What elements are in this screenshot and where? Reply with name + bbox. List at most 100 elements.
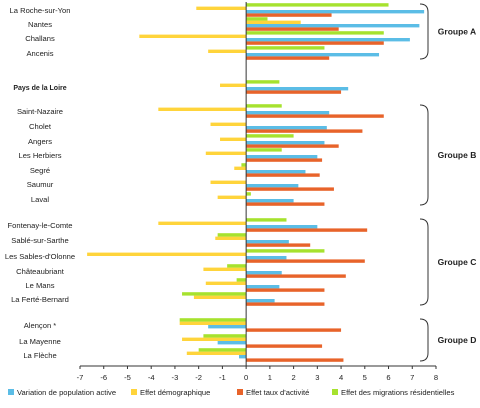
bar-3-7 bbox=[246, 134, 294, 138]
bar-0-1 bbox=[246, 24, 420, 28]
category-label-7: Angers bbox=[28, 137, 52, 146]
bar-0-19 bbox=[217, 341, 247, 345]
legend-label-2: Effet taux d'activité bbox=[246, 388, 309, 397]
legend-swatch-2 bbox=[237, 389, 243, 395]
category-label-18: Alençon * bbox=[24, 321, 57, 330]
bar-0-13 bbox=[246, 240, 289, 244]
category-label-13: Sablé-sur-Sarthe bbox=[11, 236, 68, 245]
legend-swatch-3 bbox=[332, 389, 338, 395]
bar-3-11 bbox=[246, 192, 251, 196]
bar-0-17 bbox=[246, 299, 275, 303]
bar-1-7 bbox=[220, 137, 247, 141]
bar-1-10 bbox=[210, 180, 247, 184]
bar-0-2 bbox=[246, 38, 410, 42]
category-label-14: Les Sables-d'Olonne bbox=[5, 252, 75, 261]
x-tick-label-4: -3 bbox=[172, 373, 179, 382]
bar-2-3 bbox=[246, 56, 330, 60]
category-label-16: Le Mans bbox=[25, 281, 54, 290]
group-bracket-3 bbox=[419, 318, 429, 362]
bar-2-15 bbox=[246, 274, 346, 278]
group-bracket-2 bbox=[419, 218, 429, 306]
bar-0-3 bbox=[246, 53, 380, 57]
bar-0-5 bbox=[246, 111, 330, 115]
x-tick-label-0: -7 bbox=[77, 373, 84, 382]
x-tick-label-13: 6 bbox=[386, 373, 390, 382]
bar-1-5 bbox=[158, 107, 247, 111]
bar-3-5 bbox=[246, 104, 282, 108]
bar-2-14 bbox=[246, 259, 365, 263]
bar-1-14 bbox=[87, 252, 247, 256]
bar-0-16 bbox=[246, 285, 280, 289]
category-label-19: La Mayenne bbox=[19, 337, 61, 346]
x-tick-label-15: 8 bbox=[434, 373, 438, 382]
bar-3-4 bbox=[246, 80, 280, 84]
bar-0-12 bbox=[246, 225, 318, 229]
bar-2-20 bbox=[246, 358, 344, 362]
x-tick-label-9: 2 bbox=[291, 373, 295, 382]
bar-3-14 bbox=[246, 249, 325, 253]
x-tick-label-8: 1 bbox=[268, 373, 272, 382]
bar-2-11 bbox=[246, 202, 325, 206]
category-label-5: Saint-Nazaire bbox=[17, 107, 63, 116]
category-labels: La Roche-sur-Yon Nantes Challans Ancenis Pay… bbox=[5, 6, 75, 360]
bar-1-0 bbox=[196, 6, 247, 10]
x-tick-label-5: -2 bbox=[195, 373, 202, 382]
bar-0-6 bbox=[246, 126, 327, 130]
group-label-1: Groupe B bbox=[438, 150, 477, 160]
bar-3-13 bbox=[217, 233, 247, 237]
bar-3-19 bbox=[203, 334, 247, 338]
category-label-12: Fontenay-le-Comte bbox=[8, 221, 73, 230]
bar-0-15 bbox=[246, 271, 282, 275]
bar-2-7 bbox=[246, 144, 339, 148]
x-tick-label-12: 5 bbox=[363, 373, 367, 382]
bar-1-3 bbox=[208, 49, 247, 53]
group-label-0: Groupe A bbox=[438, 27, 476, 37]
bar-1-13 bbox=[215, 236, 247, 240]
legend-label-1: Effet démographique bbox=[140, 388, 210, 397]
bar-3-2 bbox=[246, 31, 384, 35]
bar-2-1 bbox=[246, 27, 339, 31]
bar-3-3 bbox=[246, 46, 325, 50]
category-label-9: Segré bbox=[30, 166, 50, 175]
bar-2-9 bbox=[246, 173, 320, 177]
bar-3-1 bbox=[246, 17, 268, 21]
bar-1-1 bbox=[246, 20, 301, 24]
bar-0-9 bbox=[246, 170, 306, 174]
category-label-17: La Ferté-Bernard bbox=[11, 295, 69, 304]
x-tick-label-14: 7 bbox=[410, 373, 414, 382]
bar-1-19 bbox=[182, 337, 247, 341]
category-label-11: Laval bbox=[31, 195, 49, 204]
bar-1-18 bbox=[179, 321, 247, 325]
bar-2-12 bbox=[246, 228, 368, 232]
bar-2-6 bbox=[246, 129, 363, 133]
group-bracket-1 bbox=[419, 104, 429, 206]
category-label-4: Pays de la Loire bbox=[13, 85, 66, 92]
bar-0-8 bbox=[246, 155, 318, 159]
bar-3-15 bbox=[227, 264, 247, 268]
bar-2-4 bbox=[246, 90, 342, 94]
legend-label-3: Effet des migrations résidentielles bbox=[341, 388, 455, 397]
bar-0-18 bbox=[208, 325, 247, 329]
x-tick-label-11: 4 bbox=[339, 373, 343, 382]
bar-2-8 bbox=[246, 158, 323, 162]
legend: Variation de population active Effet démo… bbox=[8, 388, 455, 397]
bar-1-12 bbox=[158, 221, 247, 225]
group-brackets: Groupe A Groupe B Groupe C Groupe D bbox=[419, 3, 477, 362]
bars-layer bbox=[87, 3, 425, 362]
bar-3-9 bbox=[241, 163, 247, 167]
category-label-6: Cholet bbox=[29, 122, 52, 131]
bar-0-11 bbox=[246, 199, 294, 203]
x-tick-label-1: -6 bbox=[100, 373, 107, 382]
bar-2-19 bbox=[246, 344, 323, 348]
bar-3-17 bbox=[182, 292, 247, 296]
x-tick-label-6: -1 bbox=[219, 373, 226, 382]
group-bracket-0 bbox=[419, 3, 429, 60]
bar-2-16 bbox=[246, 288, 325, 292]
legend-swatch-0 bbox=[8, 389, 14, 395]
category-label-15: Châteaubriant bbox=[16, 267, 65, 276]
legend-swatch-1 bbox=[131, 389, 137, 395]
x-tick-label-7: 0 bbox=[244, 373, 248, 382]
bar-3-0 bbox=[246, 3, 389, 7]
bar-3-20 bbox=[198, 348, 247, 352]
